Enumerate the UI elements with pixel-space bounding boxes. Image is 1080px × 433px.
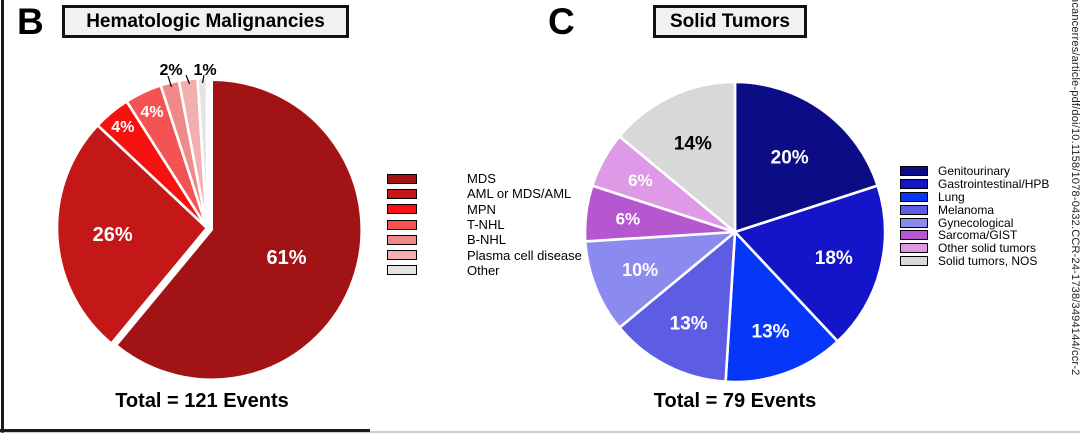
pie-percent-label: 13% bbox=[670, 314, 708, 335]
pie-slice-lung bbox=[724, 230, 839, 384]
legend-swatch bbox=[900, 191, 928, 202]
legend-swatch bbox=[387, 250, 417, 261]
pie-percent-label: 6% bbox=[628, 171, 653, 190]
legend-swatch bbox=[900, 230, 928, 241]
legend-label: Sarcoma/GIST bbox=[938, 228, 1018, 243]
legend-item: Plasma cell disease bbox=[387, 247, 582, 263]
legend-swatch bbox=[900, 255, 928, 266]
legend-swatch bbox=[900, 243, 928, 254]
slice-leader-line bbox=[167, 75, 173, 88]
legend-solid-tumors: Genitourinary Gastrointestinal/HPB Lung Mel… bbox=[900, 164, 1050, 268]
pie-slice-gynecological bbox=[583, 230, 737, 329]
legend-item: T-NHL bbox=[387, 217, 582, 232]
legend-item: Solid tumors, NOS bbox=[900, 253, 1049, 268]
pie-slice-aml-or-mds-aml bbox=[55, 124, 209, 345]
legend-swatch bbox=[900, 217, 928, 228]
legend-swatch bbox=[900, 204, 928, 215]
pie-slice-melanoma bbox=[618, 230, 737, 384]
slice-leader-line bbox=[185, 74, 191, 85]
pie-percent-label: 18% bbox=[815, 248, 853, 269]
panel-title-solid-tumors: Solid Tumors bbox=[653, 5, 807, 38]
legend-swatch bbox=[387, 265, 417, 276]
panel-letter-b: B bbox=[17, 1, 44, 42]
legend-hematologic: MDS AML or MDS/AML MPN T-NHL B-NHL Plasma cel… bbox=[387, 171, 582, 278]
legend-item: Lung bbox=[900, 190, 1049, 204]
legend-swatch bbox=[900, 179, 928, 190]
figure-left-border bbox=[1, 0, 4, 433]
journal-watermark-text: ncancerres/article-pdf/doi/10.1158/1078-… bbox=[1069, 0, 1080, 376]
legend-swatch bbox=[387, 173, 417, 184]
legend-label: B-NHL bbox=[467, 232, 507, 248]
pie-slice-solid-tumors-nos bbox=[618, 80, 737, 234]
pie-slice-genitourinary bbox=[733, 80, 879, 234]
total-events-label-c: Total = 79 Events bbox=[653, 390, 817, 412]
pie-percent-label: 4% bbox=[111, 119, 134, 136]
pie-percent-label: 14% bbox=[674, 133, 712, 154]
pie-slice-mds bbox=[114, 78, 363, 381]
legend-item: MDS bbox=[387, 171, 582, 186]
legend-item: Gastrointestinal/HPB bbox=[900, 177, 1050, 192]
legend-label: Genitourinary bbox=[938, 164, 1011, 179]
legend-item: Other solid tumors bbox=[900, 241, 1049, 256]
legend-swatch bbox=[387, 188, 417, 199]
legend-swatch bbox=[387, 234, 417, 245]
legend-label: T-NHL bbox=[467, 217, 505, 233]
pie-percent-label: 4% bbox=[141, 104, 164, 121]
pie-percent-label: 20% bbox=[771, 148, 809, 169]
legend-label: Other solid tumors bbox=[938, 241, 1037, 256]
legend-item: MPN bbox=[387, 202, 582, 217]
legend-label: Lung bbox=[938, 190, 965, 204]
legend-swatch bbox=[387, 204, 417, 215]
legend-item: Other bbox=[387, 263, 582, 278]
legend-item: Gynecological bbox=[900, 215, 1049, 230]
figure-bottom-edge bbox=[0, 431, 1080, 433]
total-events-label-b: Total = 121 Events bbox=[115, 390, 289, 412]
figure-bottom-border bbox=[0, 429, 370, 432]
legend-label: Plasma cell disease bbox=[467, 247, 582, 263]
pie-percent-label: 2% bbox=[159, 62, 182, 79]
legend-label: Melanoma bbox=[938, 202, 995, 217]
panel-title-hematologic: Hematologic Malignancies bbox=[62, 5, 349, 38]
legend-label: Solid tumors, NOS bbox=[938, 253, 1038, 268]
pie-percent-label: 10% bbox=[622, 260, 658, 280]
slice-leader-line bbox=[201, 74, 205, 84]
pie-percent-label: 26% bbox=[93, 224, 133, 246]
pie-percent-label: 1% bbox=[193, 62, 216, 79]
legend-swatch bbox=[900, 166, 928, 177]
legend-label: Gastrointestinal/HPB bbox=[938, 177, 1050, 192]
legend-label: AML or MDS/AML bbox=[467, 186, 572, 202]
pie-slice-gastrointestinal-hpb bbox=[733, 184, 887, 343]
legend-label: MPN bbox=[467, 201, 496, 217]
pie-percent-label: 6% bbox=[616, 210, 641, 229]
legend-item: AML or MDS/AML bbox=[387, 186, 582, 201]
legend-item: Sarcoma/GIST bbox=[900, 228, 1049, 243]
pie-slice-other bbox=[196, 76, 209, 230]
legend-label: MDS bbox=[467, 171, 496, 187]
legend-item: Genitourinary bbox=[900, 164, 1049, 179]
pie-percent-label: 13% bbox=[752, 322, 790, 343]
panel-letter-c: C bbox=[548, 1, 575, 42]
legend-item: B-NHL bbox=[387, 232, 582, 247]
legend-label: Other bbox=[467, 262, 500, 278]
legend-label: Gynecological bbox=[938, 215, 1014, 230]
pie-percent-label: 61% bbox=[266, 247, 306, 269]
legend-swatch bbox=[387, 219, 417, 230]
legend-item: Melanoma bbox=[900, 202, 1049, 217]
